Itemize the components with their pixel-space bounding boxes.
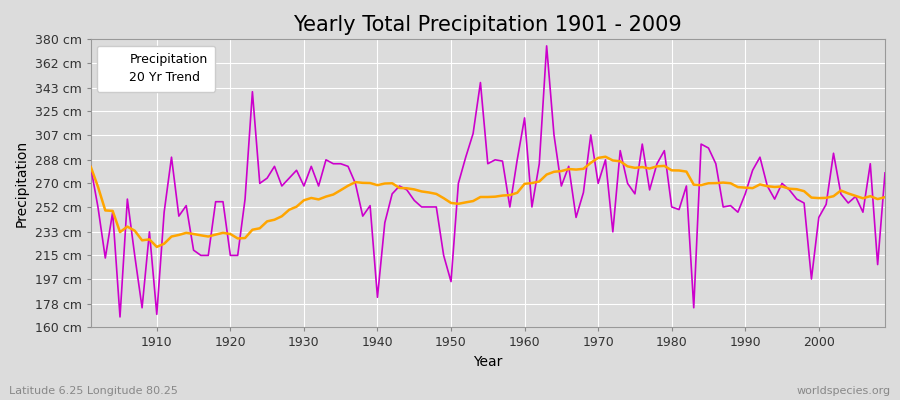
Precipitation	[151, 312, 162, 317]
Line: Precipitation: Precipitation	[91, 46, 885, 317]
Precipitation	[622, 181, 633, 186]
20 Yr Trend	[519, 182, 530, 186]
Precipitation	[541, 44, 552, 48]
Precipitation	[526, 204, 537, 209]
Legend: Precipitation, 20 Yr Trend: Precipitation, 20 Yr Trend	[97, 46, 215, 92]
20 Yr Trend	[357, 180, 368, 185]
20 Yr Trend	[622, 164, 633, 169]
Y-axis label: Precipitation: Precipitation	[15, 140, 29, 227]
Precipitation	[357, 214, 368, 218]
Precipitation	[86, 164, 96, 169]
20 Yr Trend	[144, 237, 155, 242]
20 Yr Trend	[526, 181, 537, 186]
Title: Yearly Total Precipitation 1901 - 2009: Yearly Total Precipitation 1901 - 2009	[293, 15, 682, 35]
X-axis label: Year: Year	[473, 355, 502, 369]
20 Yr Trend	[313, 197, 324, 202]
Text: Latitude 6.25 Longitude 80.25: Latitude 6.25 Longitude 80.25	[9, 386, 178, 396]
20 Yr Trend	[86, 164, 96, 169]
Line: 20 Yr Trend: 20 Yr Trend	[91, 157, 885, 247]
Precipitation	[313, 184, 324, 188]
20 Yr Trend	[151, 244, 162, 249]
20 Yr Trend	[600, 154, 611, 159]
Precipitation	[879, 170, 890, 175]
Precipitation	[114, 314, 125, 319]
Precipitation	[519, 116, 530, 120]
Text: worldspecies.org: worldspecies.org	[796, 386, 891, 396]
20 Yr Trend	[879, 195, 890, 200]
